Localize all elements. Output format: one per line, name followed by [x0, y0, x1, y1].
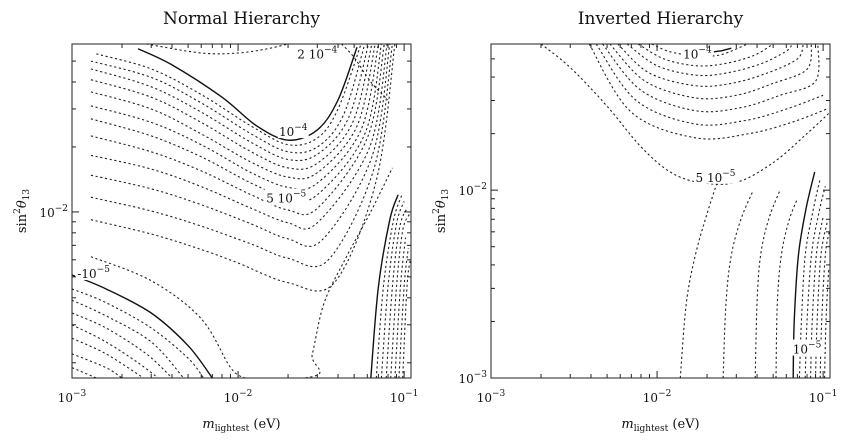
- contour-line-dashed: [798, 178, 821, 378]
- x-tick-label: 10−1: [390, 389, 419, 405]
- contour-lines: [72, 44, 411, 378]
- contour-label: 10−4: [279, 123, 308, 139]
- chart-title: Normal Hierarchy: [163, 9, 321, 29]
- y-axis-ticks: [72, 43, 411, 364]
- contour-line-dashed: [72, 367, 97, 378]
- contour-line-dashed: [626, 44, 793, 77]
- contour-line-dashed: [609, 44, 812, 100]
- contour-line-solid: [792, 171, 816, 378]
- y-axis-label: sin2θ13: [13, 189, 32, 233]
- contour-line-solid: [137, 46, 358, 141]
- contour-line-dashed: [595, 44, 824, 126]
- contour-line-dashed: [398, 248, 409, 378]
- contour-line-dashed: [90, 44, 379, 191]
- contour-line-dashed: [90, 44, 366, 154]
- x-tick-label: 10−3: [58, 389, 87, 405]
- contour-line-dashed: [146, 44, 289, 55]
- contour-line-dashed: [602, 44, 820, 113]
- x-tick-label: 10−2: [224, 389, 253, 405]
- contour-line-dashed: [804, 186, 826, 378]
- contour-line-dashed: [394, 237, 407, 378]
- contour-line-dashed: [819, 231, 830, 378]
- contour-line-dashed: [90, 44, 382, 202]
- plot-frame: [490, 43, 831, 379]
- contour-line-dashed: [824, 269, 830, 378]
- contour-line-solid: [72, 274, 213, 378]
- contour-line-solid: [370, 194, 399, 378]
- contour-line-dashed: [118, 167, 393, 378]
- chart-title: Inverted Hierarchy: [578, 9, 744, 29]
- x-tick-label: 10−1: [809, 389, 838, 405]
- x-axis-ticks: [71, 44, 405, 378]
- contour-line-dashed: [72, 299, 185, 378]
- contour-label: 5 10−5: [266, 190, 306, 206]
- contour-line-dashed: [90, 44, 396, 292]
- contour-line-dashed: [375, 194, 403, 378]
- contour-line-dashed: [90, 44, 373, 170]
- y-tick-label: 10−2: [39, 204, 68, 220]
- contour-line-dashed: [90, 44, 391, 248]
- contour-line-dashed: [90, 44, 388, 230]
- x-tick-label: 10−2: [643, 389, 672, 405]
- contour-line-dashed: [540, 44, 830, 185]
- contour-label: -10−5: [77, 265, 110, 281]
- plot-frame: [71, 43, 412, 379]
- panel-1: 2 10−4 10−4 5 10−5 -10−5 10−3 10−2 10−1 10−2 Nor…: [13, 9, 418, 434]
- contour-line-dashed: [390, 213, 411, 378]
- contour-line-dashed: [72, 288, 205, 378]
- y-axis-label: sin2θ13: [432, 189, 451, 233]
- y-tick-label: 10−2: [458, 182, 487, 198]
- x-tick-label: 10−3: [477, 389, 506, 405]
- contour-label: 2 10−4: [297, 46, 337, 62]
- contour-line-dashed: [72, 312, 173, 378]
- contour-line-dashed: [90, 44, 370, 162]
- contour-line-solid: [713, 47, 732, 53]
- contour-line-dashed: [96, 44, 362, 146]
- contour-line-dashed: [90, 44, 385, 216]
- y-tick-label: 10−3: [458, 370, 487, 386]
- contour-line-dashed: [90, 44, 393, 268]
- contour-line-dashed: [385, 207, 409, 378]
- x-axis-ticks: [490, 44, 824, 378]
- panel-2: 10−4 5 10−5 10−5 10−3 10−2 10−1 10−3 10−2 Invert…: [432, 9, 837, 434]
- contour-label: 10−4: [683, 46, 712, 62]
- contour-line-dashed: [380, 201, 405, 378]
- contour-line-dashed: [722, 189, 754, 378]
- contour-line-dashed: [72, 353, 123, 378]
- contour-line-dashed: [754, 189, 781, 378]
- contour-lines: [540, 44, 830, 378]
- x-axis-label: mlightest (eV): [202, 417, 280, 434]
- contour-line-dashed: [588, 44, 827, 140]
- contour-line-dashed: [679, 182, 718, 378]
- contour-line-dashed: [775, 198, 798, 378]
- y-axis-ticks: [491, 43, 830, 379]
- contour-line-dashed: [402, 259, 411, 378]
- contour-label: 10−5: [793, 341, 822, 357]
- x-axis-label: mlightest (eV): [621, 417, 699, 434]
- contour-line-dashed: [72, 324, 159, 378]
- contour-line-dashed: [90, 256, 246, 378]
- contour-label: 5 10−5: [696, 169, 736, 185]
- contour-line-dashed: [90, 44, 376, 180]
- contour-line-dashed: [617, 44, 804, 87]
